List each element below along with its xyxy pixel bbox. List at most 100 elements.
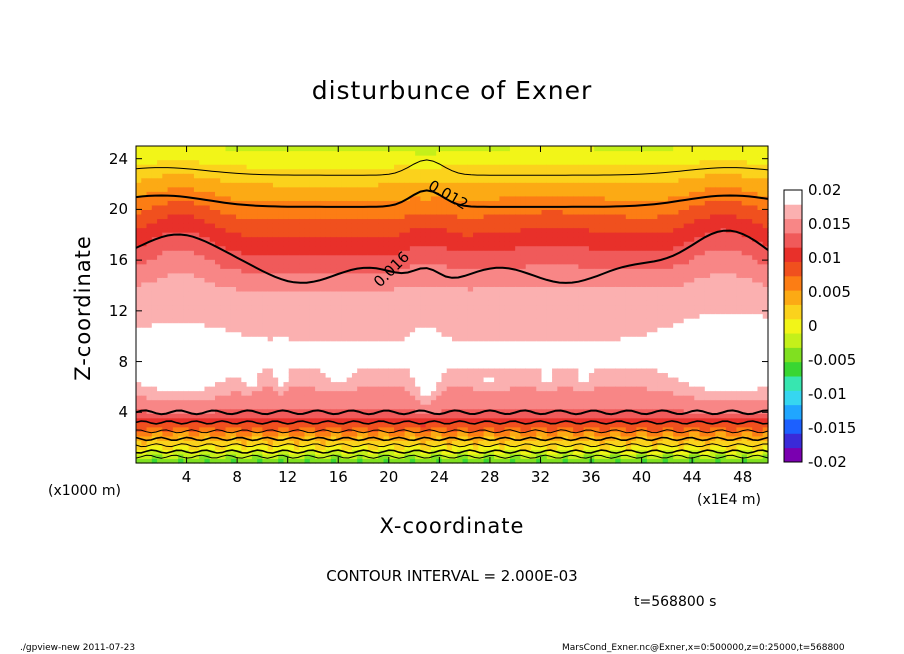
contour-cell bbox=[183, 381, 190, 387]
contour-cell bbox=[462, 336, 469, 342]
contour-cell bbox=[262, 150, 269, 156]
contour-cell bbox=[283, 386, 290, 392]
contour-cell bbox=[462, 422, 469, 428]
contour-cell bbox=[367, 177, 374, 183]
contour-cell bbox=[357, 209, 364, 215]
contour-cell bbox=[257, 381, 263, 387]
contour-cell bbox=[215, 390, 221, 396]
contour-cell bbox=[151, 358, 158, 364]
contour-cell bbox=[452, 295, 458, 301]
contour-cell bbox=[183, 386, 190, 392]
contour-cell bbox=[141, 213, 148, 220]
contour-cell bbox=[415, 372, 421, 378]
contour-cell bbox=[199, 218, 206, 224]
contour-cell bbox=[488, 177, 495, 183]
contour-cell bbox=[167, 204, 174, 210]
contour-cell bbox=[209, 422, 216, 428]
contour-cell bbox=[415, 164, 421, 170]
contour-cell bbox=[267, 218, 274, 224]
contour-cell bbox=[446, 340, 453, 346]
contour-cell bbox=[404, 277, 411, 283]
contour-cell bbox=[420, 268, 427, 274]
contour-cell bbox=[225, 213, 232, 220]
contour-cell bbox=[294, 150, 300, 156]
contour-cell bbox=[309, 431, 316, 437]
contour-cell bbox=[288, 381, 295, 387]
contour-cell bbox=[204, 431, 211, 437]
contour-cell bbox=[262, 222, 269, 229]
contour-cell bbox=[420, 222, 427, 229]
contour-cell bbox=[378, 195, 385, 201]
contour-cell bbox=[178, 150, 184, 156]
contour-cell bbox=[394, 281, 400, 287]
contour-cell bbox=[467, 182, 474, 188]
contour-cell bbox=[446, 390, 453, 396]
contour-cell bbox=[199, 182, 206, 188]
contour-cell bbox=[204, 213, 211, 220]
contour-cell bbox=[236, 372, 242, 378]
contour-cell bbox=[230, 232, 237, 238]
contour-cell bbox=[220, 376, 227, 383]
contour-cell bbox=[162, 399, 169, 405]
contour-cell bbox=[483, 404, 490, 410]
contour-cell bbox=[452, 191, 458, 197]
contour-cell bbox=[346, 277, 353, 283]
contour-cell bbox=[167, 186, 174, 192]
contour-cell bbox=[467, 431, 474, 437]
contour-cell bbox=[262, 426, 269, 432]
contour-cell bbox=[420, 309, 427, 315]
contour-cell bbox=[446, 376, 453, 383]
contour-cell bbox=[494, 177, 500, 183]
contour-cell bbox=[215, 177, 221, 183]
contour-cell bbox=[430, 390, 437, 396]
contour-cell bbox=[462, 268, 469, 274]
contour-cell bbox=[504, 304, 511, 310]
contour-cell bbox=[504, 453, 511, 460]
contour-cell bbox=[188, 354, 195, 360]
contour-cell bbox=[357, 245, 364, 251]
contour-cell bbox=[399, 227, 406, 233]
contour-cell bbox=[294, 322, 300, 328]
contour-cell bbox=[146, 232, 153, 238]
contour-cell bbox=[204, 404, 211, 410]
contour-cell bbox=[467, 299, 474, 306]
contour-cell bbox=[325, 336, 332, 342]
contour-cell bbox=[251, 254, 258, 260]
contour-cell bbox=[193, 277, 200, 283]
contour-cell bbox=[446, 146, 453, 152]
contour-cell bbox=[157, 200, 163, 206]
contour-cell bbox=[457, 327, 464, 333]
contour-cell bbox=[278, 159, 285, 165]
contour-cell bbox=[167, 381, 174, 387]
contour-cell bbox=[178, 363, 184, 369]
contour-cell bbox=[473, 281, 479, 287]
contour-cell bbox=[367, 241, 374, 247]
contour-cell bbox=[141, 399, 148, 405]
contour-cell bbox=[478, 164, 485, 170]
contour-cell bbox=[278, 213, 285, 220]
contour-cell bbox=[146, 268, 153, 274]
contour-cell bbox=[467, 186, 474, 192]
contour-cell bbox=[462, 186, 469, 192]
contour-cell bbox=[462, 458, 469, 464]
contour-cell bbox=[436, 227, 443, 233]
contour-cell bbox=[378, 404, 385, 410]
contour-cell bbox=[309, 236, 316, 242]
contour-cell bbox=[309, 399, 316, 405]
contour-cell bbox=[351, 245, 358, 251]
contour-cell bbox=[283, 200, 290, 206]
contour-cell bbox=[409, 444, 416, 451]
contour-cell bbox=[357, 413, 364, 419]
contour-cell bbox=[336, 340, 342, 346]
contour-cell bbox=[278, 435, 285, 441]
contour-cell bbox=[257, 227, 263, 233]
contour-cell bbox=[351, 354, 358, 360]
contour-cell bbox=[146, 336, 153, 342]
contour-cell bbox=[236, 413, 242, 419]
contour-cell bbox=[167, 309, 174, 315]
contour-cell bbox=[457, 200, 464, 206]
contour-cell bbox=[167, 336, 174, 342]
contour-cell bbox=[278, 263, 285, 269]
contour-cell bbox=[325, 322, 332, 328]
contour-cell bbox=[378, 336, 385, 342]
